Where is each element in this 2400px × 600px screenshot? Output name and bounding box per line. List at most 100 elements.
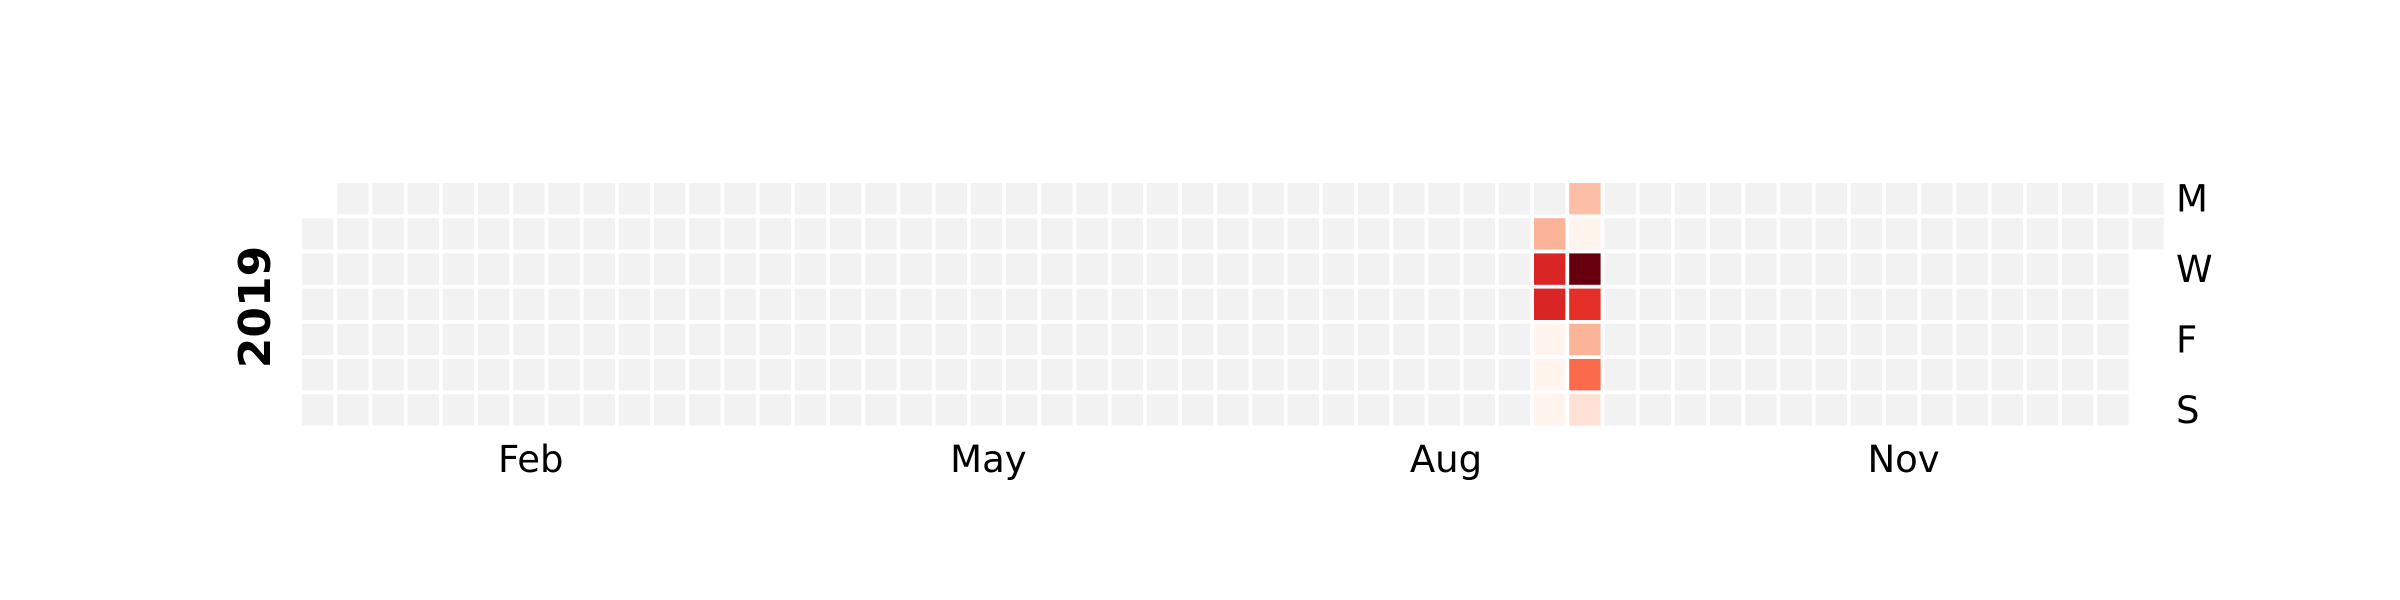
heatmap-cell <box>759 394 791 426</box>
heatmap-cell <box>1182 394 1214 426</box>
heatmap-cell <box>1041 218 1073 250</box>
heatmap-cell <box>1991 323 2023 356</box>
heatmap-cell <box>1287 323 1319 356</box>
heatmap-cell-active <box>1569 218 1601 250</box>
heatmap-cell-active <box>1534 359 1566 391</box>
heatmap-cell <box>1745 183 1777 215</box>
heatmap-cell <box>1252 323 1284 356</box>
heatmap-cell <box>1393 288 1425 320</box>
heatmap-cell <box>1991 183 2023 215</box>
heatmap-cell <box>1358 183 1390 215</box>
heatmap-cell <box>478 323 510 356</box>
heatmap-cell <box>689 394 721 426</box>
heatmap-cell <box>935 253 967 285</box>
heatmap-cell <box>618 253 651 285</box>
heatmap-cell <box>1111 218 1143 250</box>
heatmap-cell <box>1287 183 1319 215</box>
heatmap-cell <box>1534 183 1566 215</box>
month-tick-label: Feb <box>498 438 564 481</box>
heatmap-cell <box>1428 183 1460 215</box>
heatmap-cell <box>442 183 475 215</box>
heatmap-cell <box>618 183 651 215</box>
heatmap-cell <box>794 359 827 391</box>
heatmap-cell <box>337 359 369 391</box>
heatmap-cell <box>513 394 545 426</box>
heatmap-cell <box>442 288 475 320</box>
heatmap-cell <box>478 394 510 426</box>
heatmap-cell <box>372 394 404 426</box>
heatmap-cell <box>1604 288 1636 320</box>
heatmap-cell <box>1463 288 1495 320</box>
heatmap-cell <box>1463 359 1495 391</box>
heatmap-cell <box>1146 218 1179 250</box>
heatmap-cell <box>1710 394 1742 426</box>
heatmap-cell <box>548 394 580 426</box>
heatmap-cell <box>654 183 686 215</box>
heatmap-cell <box>1428 394 1460 426</box>
heatmap-cell <box>1780 359 1812 391</box>
heatmap-cell <box>1146 183 1179 215</box>
heatmap-cell <box>1287 253 1319 285</box>
heatmap-cell <box>442 218 475 250</box>
heatmap-cell <box>1850 218 1883 250</box>
heatmap-cell-active <box>1534 253 1566 285</box>
heatmap-cell <box>1322 359 1355 391</box>
heatmap-cell <box>1674 359 1707 391</box>
heatmap-cell <box>1674 218 1707 250</box>
heatmap-cell <box>1815 288 1847 320</box>
heatmap-cell <box>1182 359 1214 391</box>
day-tick-label: W <box>2176 248 2213 291</box>
heatmap-cell <box>1358 253 1390 285</box>
heatmap-cell <box>1217 323 1249 356</box>
heatmap-cell <box>2026 288 2059 320</box>
heatmap-cell <box>1780 394 1812 426</box>
heatmap-cell <box>1252 359 1284 391</box>
heatmap-cell <box>513 323 545 356</box>
heatmap-cell <box>1780 183 1812 215</box>
heatmap-cell <box>442 323 475 356</box>
heatmap-cell <box>935 359 967 391</box>
heatmap-cell <box>337 253 369 285</box>
heatmap-cell <box>2097 218 2129 250</box>
heatmap-cell <box>1217 218 1249 250</box>
heatmap-cell <box>794 253 827 285</box>
heatmap-cell <box>654 323 686 356</box>
heatmap-cell <box>1674 183 1707 215</box>
heatmap-cell <box>724 323 756 356</box>
heatmap-cell <box>794 183 827 215</box>
heatmap-cell <box>1006 288 1038 320</box>
heatmap-cell <box>1287 394 1319 426</box>
heatmap-cell <box>372 183 404 215</box>
heatmap-cell <box>724 394 756 426</box>
heatmap-cell-active <box>1569 183 1601 215</box>
heatmap-cell <box>1252 394 1284 426</box>
heatmap-cell <box>1886 323 1918 356</box>
heatmap-cell <box>2026 183 2059 215</box>
heatmap-cell <box>1006 218 1038 250</box>
heatmap-cell <box>724 218 756 250</box>
heatmap-cell <box>513 253 545 285</box>
heatmap-cell <box>1498 323 1531 356</box>
heatmap-cell <box>337 288 369 320</box>
heatmap-cell <box>337 218 369 250</box>
heatmap-cell <box>1886 183 1918 215</box>
heatmap-cell <box>1815 218 1847 250</box>
heatmap-cell <box>1956 183 1988 215</box>
heatmap-cell <box>1604 253 1636 285</box>
heatmap-cell <box>2026 394 2059 426</box>
heatmap-cell <box>1111 183 1143 215</box>
heatmap-cell <box>900 218 932 250</box>
heatmap-cell <box>654 288 686 320</box>
heatmap-cell <box>2097 183 2129 215</box>
heatmap-cell <box>1991 359 2023 391</box>
heatmap-cell <box>548 183 580 215</box>
heatmap-cell <box>1604 218 1636 250</box>
heatmap-cell <box>442 359 475 391</box>
heatmap-cell <box>548 323 580 356</box>
heatmap-cell <box>865 288 897 320</box>
heatmap-cell <box>407 359 439 391</box>
heatmap-cell <box>1111 323 1143 356</box>
heatmap-cell <box>970 359 1003 391</box>
